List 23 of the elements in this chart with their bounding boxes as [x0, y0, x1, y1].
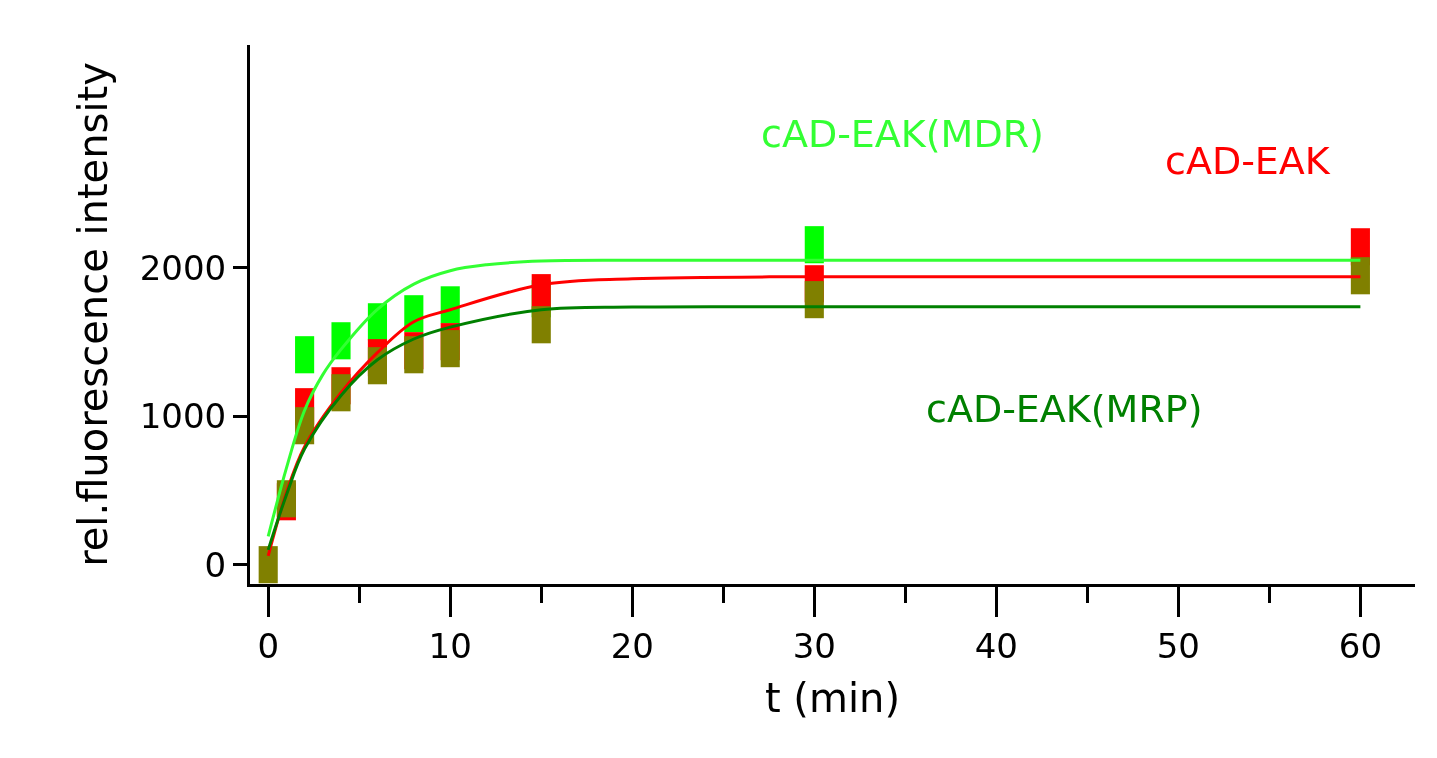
text: cAD-EAK(MRP)	[926, 387, 1203, 431]
x-tick-label: 20	[610, 625, 654, 666]
x-tick-label: 10	[428, 625, 472, 666]
text: cAD-EAK	[1165, 139, 1331, 183]
x-tick-label: 40	[974, 625, 1018, 666]
y-axis-title: rel.fluorescence intensity	[70, 62, 117, 567]
x-axis-title: t (min)	[764, 675, 901, 722]
bar	[404, 295, 424, 333]
y-tick-label: 2000	[139, 247, 227, 288]
bar	[295, 336, 315, 374]
x-tick-label: 30	[792, 625, 836, 666]
bar	[1350, 257, 1370, 295]
bar	[440, 330, 460, 368]
bar	[531, 306, 551, 344]
bar	[804, 226, 824, 264]
bar	[440, 286, 460, 324]
y-tick-label: 0	[204, 544, 227, 585]
x-tick-label: 60	[1338, 625, 1383, 666]
y-tick-label: 1000	[139, 396, 227, 437]
text: cAD-EAK(MDR)	[761, 112, 1044, 156]
x-tick-label: 0	[257, 625, 280, 666]
x-tick-label: 50	[1156, 625, 1200, 666]
bar	[258, 546, 278, 584]
